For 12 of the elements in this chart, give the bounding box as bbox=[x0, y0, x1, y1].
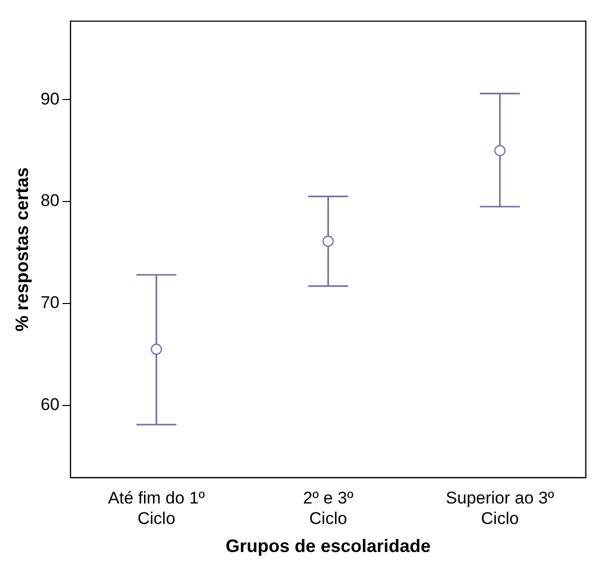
point bbox=[150, 344, 162, 355]
point bbox=[494, 144, 506, 156]
x-tick-label: Até fim do 1º Ciclo bbox=[108, 488, 205, 528]
y-tick-label: 90 bbox=[40, 89, 60, 108]
y-tick-label: 80 bbox=[40, 191, 60, 210]
x-tick-label: Superior ao 3º Ciclo bbox=[446, 488, 554, 528]
y-tick-label: 60 bbox=[40, 394, 60, 414]
y-tick-label: 70 bbox=[40, 293, 60, 312]
x-axis-title: Grupos de escolaridade bbox=[226, 536, 431, 556]
point bbox=[322, 236, 334, 247]
x-tick-label: 2º e 3º Ciclo bbox=[303, 488, 354, 528]
y-axis-title: % respostas certas bbox=[12, 167, 32, 332]
